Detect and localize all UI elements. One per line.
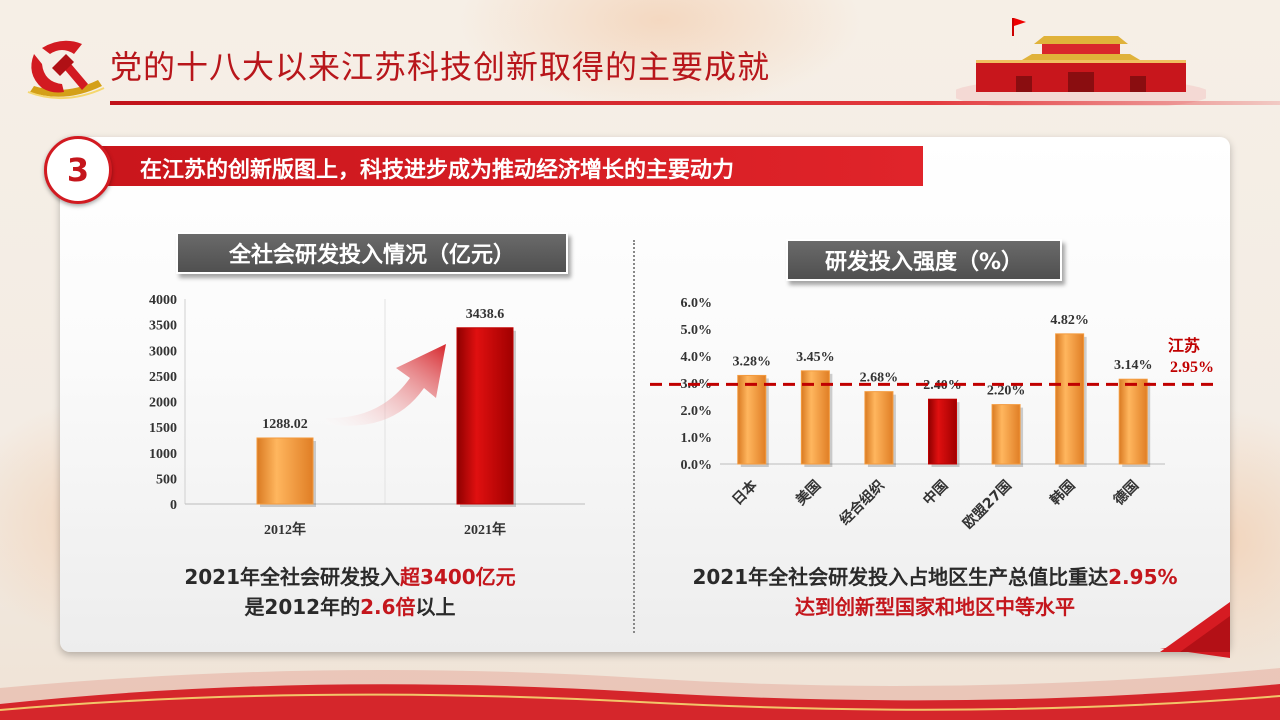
left-caption-line2a: 是2012年的	[244, 595, 361, 619]
panel-corner-decoration	[1160, 602, 1230, 652]
right-caption-line1a: 2021年全社会研发投入占地区生产总值比重达	[692, 565, 1109, 589]
page-title: 党的十八大以来江苏科技创新取得的主要成就	[110, 48, 771, 86]
left-caption-line1b: 超3400亿元	[400, 565, 516, 589]
left-chart-title: 全社会研发投入情况（亿元）	[176, 232, 568, 274]
party-emblem-icon	[27, 40, 105, 100]
right-caption-line2: 达到创新型国家和地区中等水平	[795, 595, 1075, 619]
right-chart-title: 研发投入强度（%）	[786, 239, 1062, 281]
header-underline	[110, 101, 1280, 105]
bottom-ribbon-decoration	[0, 648, 1280, 720]
right-caption-line1b: 2.95%	[1108, 565, 1178, 589]
left-caption-line2b: 2.6倍	[360, 595, 416, 619]
chart-divider	[633, 240, 635, 633]
left-caption-line1a: 2021年全社会研发投入	[184, 565, 400, 589]
left-chart-caption: 2021年全社会研发投入超3400亿元 是2012年的2.6倍以上	[120, 562, 580, 622]
section-number-badge: 3	[44, 136, 112, 204]
content-panel	[60, 137, 1230, 652]
tiananmen-gate-icon	[956, 18, 1206, 106]
right-chart-caption: 2021年全社会研发投入占地区生产总值比重达2.95% 达到创新型国家和地区中等…	[640, 562, 1230, 622]
left-caption-line2c: 以上	[415, 595, 456, 619]
section-number: 3	[66, 151, 90, 189]
section-title: 在江苏的创新版图上，科技进步成为推动经济增长的主要动力	[140, 158, 735, 183]
section-banner	[78, 146, 923, 186]
